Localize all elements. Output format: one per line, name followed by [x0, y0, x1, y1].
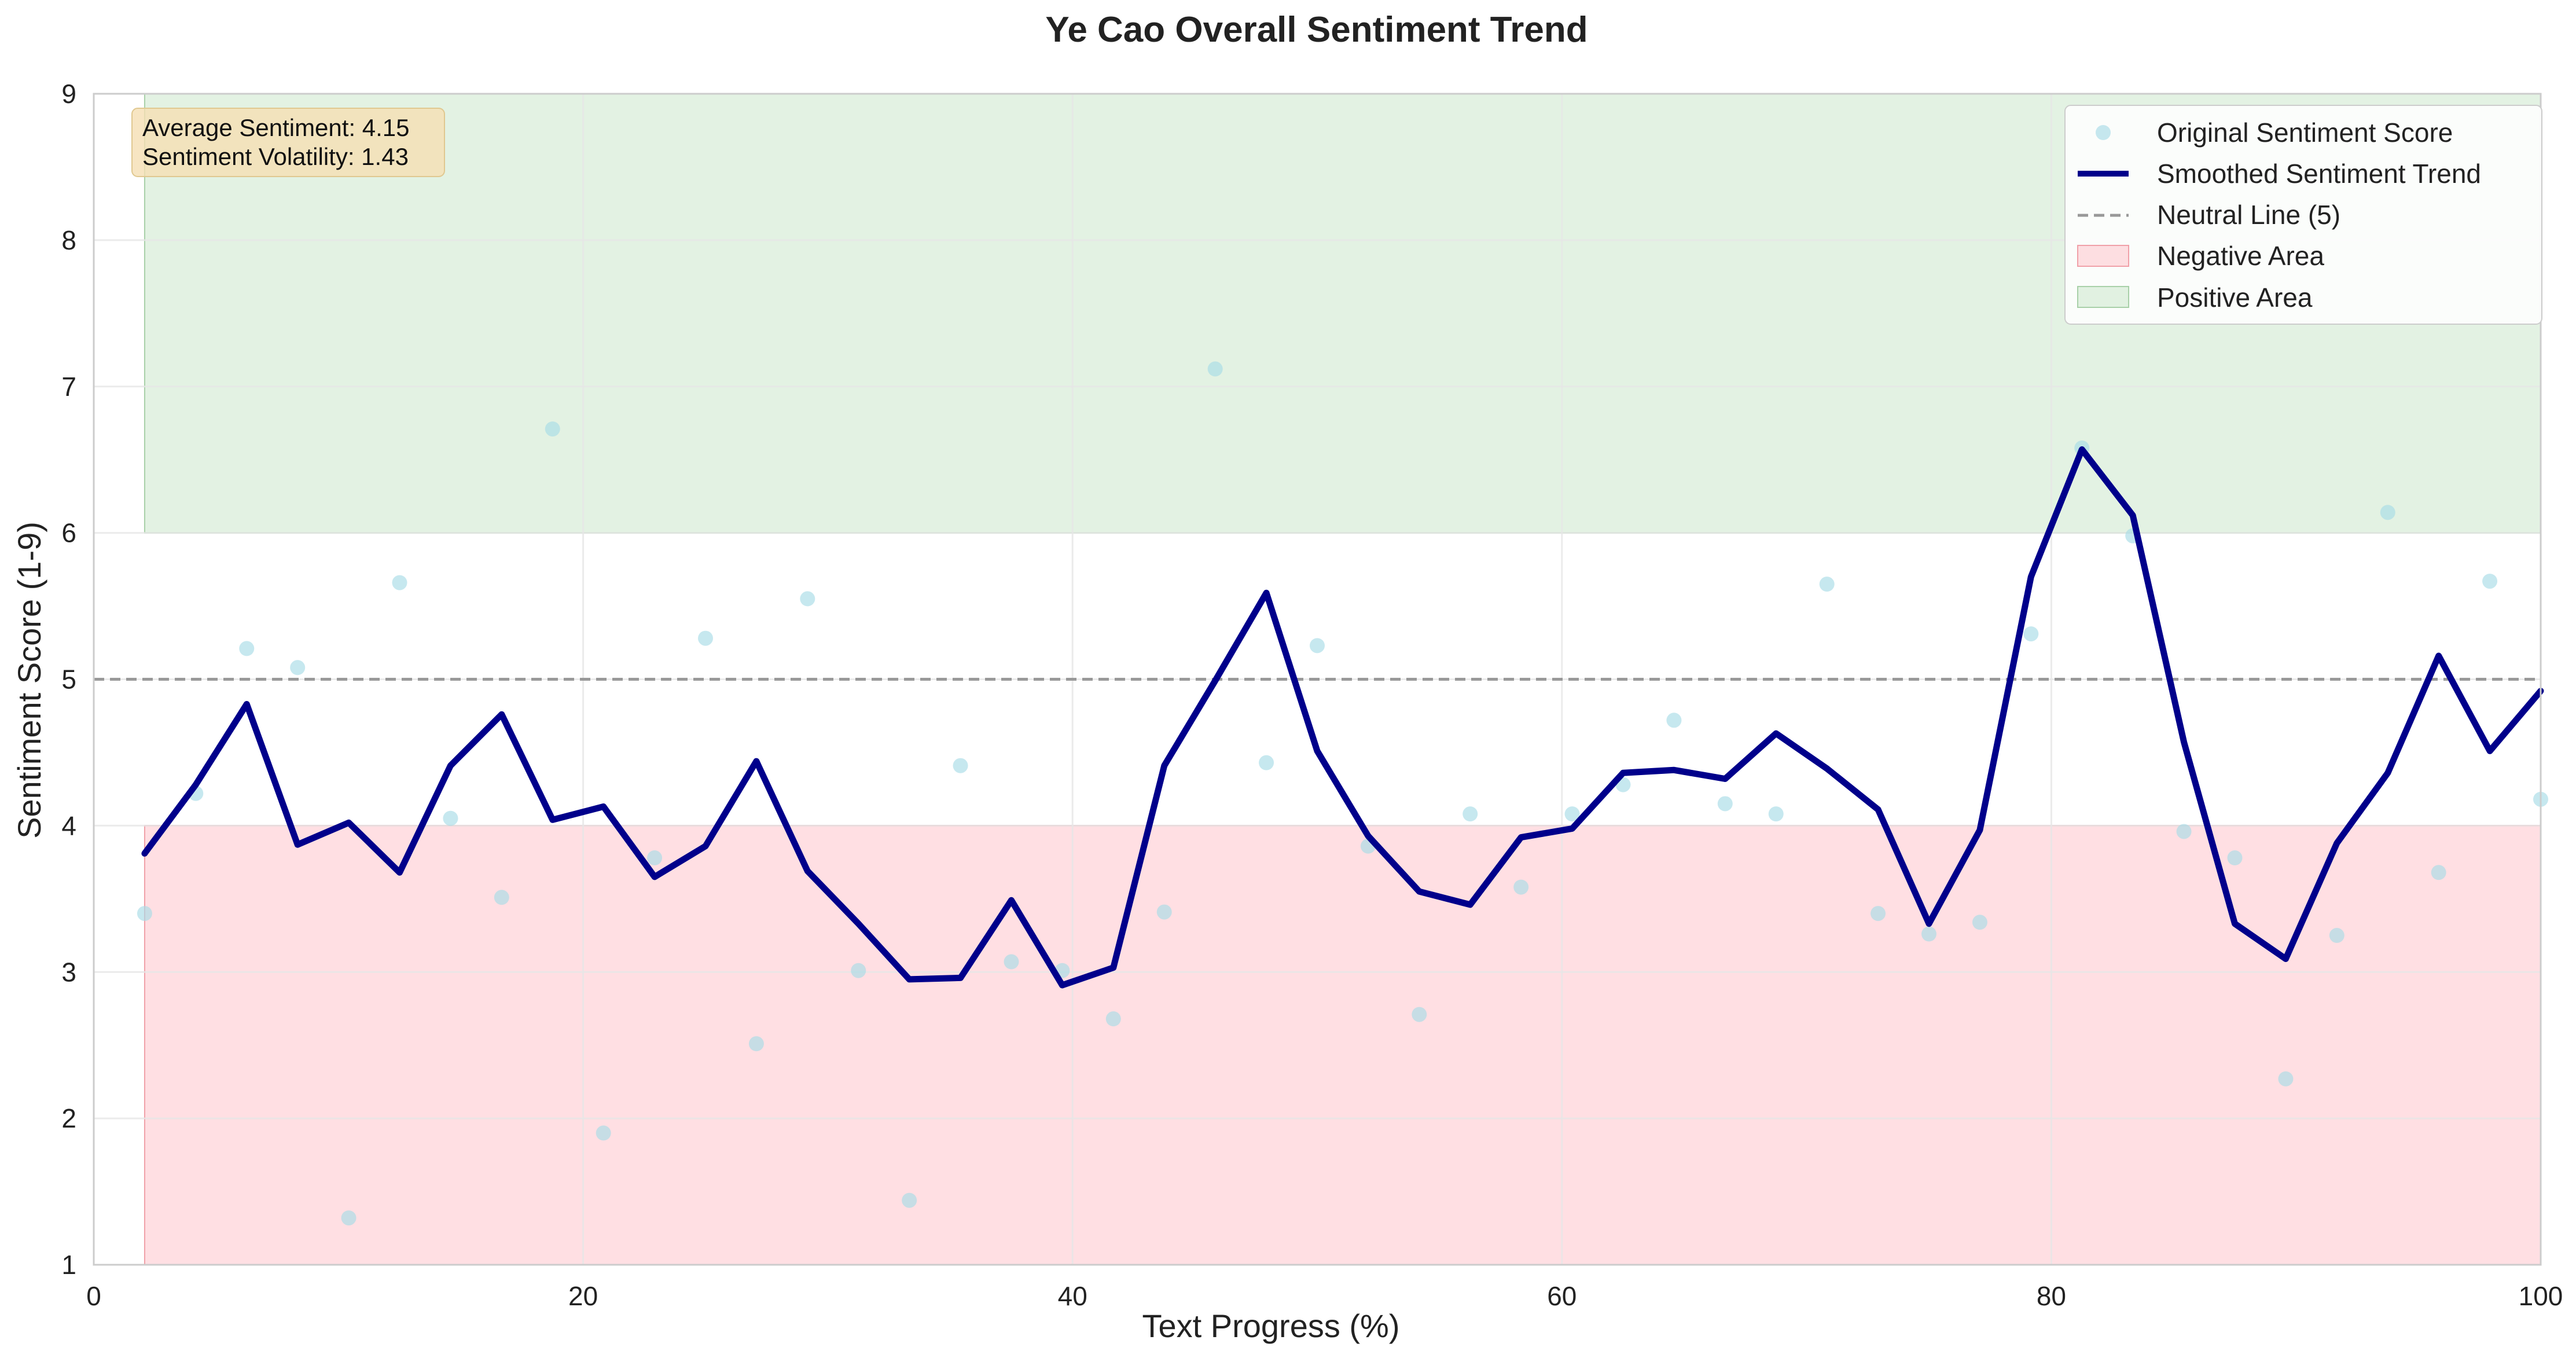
- legend-label-original: Original Sentiment Score: [2157, 118, 2453, 148]
- x-tick-label: 0: [86, 1281, 101, 1311]
- data-point: [2431, 865, 2446, 880]
- data-point: [698, 630, 713, 646]
- legend-label-negative: Negative Area: [2157, 241, 2324, 271]
- data-point: [2482, 574, 2498, 589]
- data-point: [902, 1192, 917, 1208]
- data-point: [1156, 904, 1172, 920]
- data-point: [1564, 806, 1580, 822]
- data-point: [953, 758, 968, 773]
- data-point: [1666, 713, 1682, 728]
- data-point: [1717, 796, 1733, 812]
- data-point: [2227, 850, 2243, 866]
- x-axis-label: Text Progress (%): [1142, 1308, 1400, 1344]
- negative-area-band: [144, 825, 2542, 1265]
- y-tick-label: 8: [61, 225, 76, 255]
- y-tick-label: 5: [61, 665, 76, 695]
- x-tick-label: 40: [1058, 1281, 1087, 1311]
- legend: Original Sentiment Score Smoothed Sentim…: [2064, 105, 2542, 325]
- data-point: [1871, 906, 1886, 922]
- data-point: [545, 421, 560, 437]
- data-point: [290, 660, 306, 676]
- data-point: [748, 1036, 764, 1052]
- data-point: [1259, 755, 1274, 770]
- data-point: [1412, 1007, 1427, 1022]
- x-tick-label: 100: [2519, 1281, 2563, 1311]
- legend-label-positive: Positive Area: [2157, 282, 2313, 313]
- data-point: [137, 906, 152, 922]
- data-point: [2176, 824, 2192, 839]
- x-tick-label: 20: [568, 1281, 598, 1311]
- data-point: [392, 575, 407, 590]
- data-point: [1310, 638, 1325, 654]
- y-axis-label: Sentiment Score (1-9): [11, 522, 47, 839]
- stats-box-background: [131, 108, 445, 177]
- data-point: [341, 1210, 357, 1226]
- stats-average: Average Sentiment: 4.15: [142, 114, 410, 141]
- legend-marker-positive: [2077, 286, 2129, 308]
- data-point: [800, 591, 815, 607]
- y-tick-label: 1: [61, 1250, 76, 1280]
- smoothed-sentiment-trend-line: [141, 446, 2544, 989]
- data-point: [1768, 806, 1784, 822]
- y-tick-label: 6: [61, 518, 76, 548]
- data-point: [1921, 926, 1936, 942]
- stats-box: Average Sentiment: 4.15 Sentiment Volati…: [131, 108, 445, 177]
- chart-title: Ye Cao Overall Sentiment Trend: [1045, 10, 1588, 50]
- legend-marker-original: [2096, 125, 2111, 140]
- original-sentiment-points: [137, 361, 2548, 1226]
- x-axis-ticks: 0 20 40 60 80 100: [86, 1281, 2563, 1311]
- data-point: [443, 810, 458, 826]
- y-tick-label: 2: [61, 1103, 76, 1133]
- legend-frame: [2064, 105, 2542, 325]
- data-point: [2329, 928, 2345, 944]
- plot-frame: [93, 93, 2542, 1266]
- data-point: [1462, 806, 1478, 822]
- x-tick-label: 60: [1547, 1281, 1577, 1311]
- data-point: [1207, 361, 1223, 377]
- data-point: [1513, 879, 1529, 895]
- data-point: [2380, 505, 2395, 520]
- data-point: [2023, 626, 2039, 642]
- y-tick-label: 9: [61, 79, 76, 109]
- y-tick-label: 7: [61, 372, 76, 402]
- data-point: [851, 963, 866, 978]
- data-point: [1819, 577, 1835, 592]
- data-point: [239, 641, 255, 656]
- data-point: [1972, 915, 1987, 930]
- stats-volatility: Sentiment Volatility: 1.43: [142, 143, 409, 170]
- legend-marker-negative: [2077, 245, 2129, 267]
- data-point: [647, 850, 663, 866]
- y-tick-label: 3: [61, 957, 76, 987]
- data-point: [1105, 1011, 1121, 1027]
- legend-label-neutral: Neutral Line (5): [2157, 200, 2340, 230]
- x-tick-label: 80: [2037, 1281, 2066, 1311]
- data-point: [1004, 954, 1019, 970]
- legend-label-smoothed: Smoothed Sentiment Trend: [2157, 159, 2481, 189]
- data-point: [596, 1125, 611, 1141]
- y-axis-ticks: 1 2 3 4 5 6 7 8 9: [61, 79, 76, 1280]
- y-tick-label: 4: [61, 810, 76, 840]
- data-point: [2278, 1071, 2294, 1086]
- data-point: [494, 890, 509, 905]
